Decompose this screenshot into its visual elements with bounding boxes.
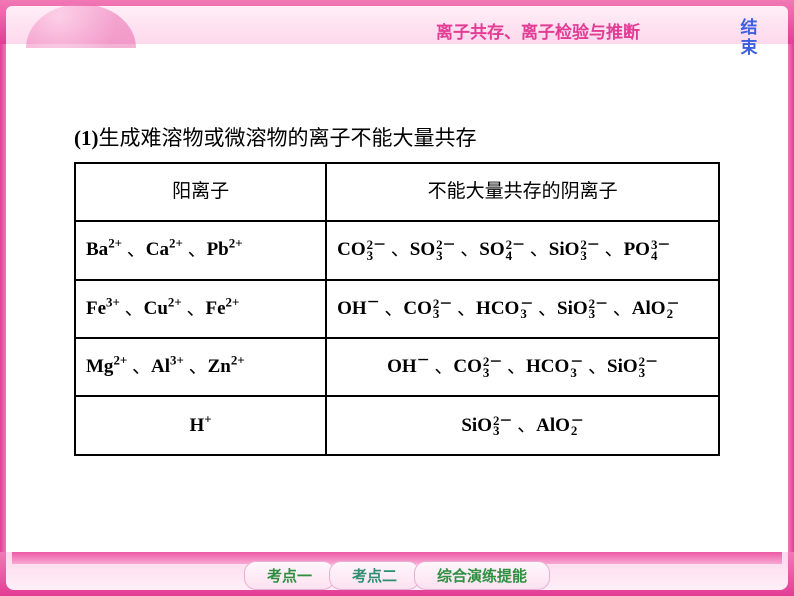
anion-cell: CO2－3 、SO2－3 、SO2－4 、SiO2－3 、PO3－4 (326, 221, 719, 279)
anion-cell: OH－ 、CO2－3 、HCO－3 、SiO2－3 、AlO－2 (326, 280, 719, 338)
ion-table: 阳离子 不能大量共存的阴离子 Ba2+ 、Ca2+ 、Pb2+CO2－3 、SO… (74, 162, 720, 456)
bottom-inner: 考点一考点二综合演练提能 (6, 552, 788, 590)
anion-cell: OH－ 、CO2－3 、HCO－3 、SiO2－3 (326, 338, 719, 396)
nav-tab[interactable]: 考点一 (244, 561, 335, 590)
cation-cell: Fe3+ 、Cu2+ 、Fe2+ (75, 280, 326, 338)
end-link[interactable]: 结束 (740, 18, 758, 58)
top-bar-inner: 离子共存、离子检验与推断 结束 (6, 6, 788, 44)
globe-decoration (26, 4, 136, 48)
section-heading: (1)生成难溶物或微溶物的离子不能大量共存 (74, 122, 720, 152)
content-area: (1)生成难溶物或微溶物的离子不能大量共存 阳离子 不能大量共存的阴离子 Ba2… (0, 44, 794, 456)
cation-cell: Mg2+ 、Al3+ 、Zn2+ (75, 338, 326, 396)
table-header-row: 阳离子 不能大量共存的阴离子 (75, 163, 719, 221)
anion-cell: SiO2－3 、AlO－2 (326, 396, 719, 454)
th-anion: 不能大量共存的阴离子 (326, 163, 719, 221)
th-cation: 阳离子 (75, 163, 326, 221)
section-number: (1) (74, 126, 99, 150)
nav-tab[interactable]: 综合演练提能 (414, 561, 550, 590)
table-row: Ba2+ 、Ca2+ 、Pb2+CO2－3 、SO2－3 、SO2－4 、SiO… (75, 221, 719, 279)
bottom-bar: 考点一考点二综合演练提能 (0, 552, 794, 596)
table-row: Mg2+ 、Al3+ 、Zn2+OH－ 、CO2－3 、HCO－3 、SiO2－… (75, 338, 719, 396)
top-bar: 离子共存、离子检验与推断 结束 (0, 0, 794, 44)
section-text: 生成难溶物或微溶物的离子不能大量共存 (99, 126, 477, 150)
right-edge (788, 44, 794, 552)
table-row: Fe3+ 、Cu2+ 、Fe2+OH－ 、CO2－3 、HCO－3 、SiO2－… (75, 280, 719, 338)
nav-tab[interactable]: 考点二 (329, 561, 420, 590)
page-title: 离子共存、离子检验与推断 (436, 18, 640, 43)
table-row: H+SiO2－3 、AlO－2 (75, 396, 719, 454)
cation-cell: Ba2+ 、Ca2+ 、Pb2+ (75, 221, 326, 279)
cation-cell: H+ (75, 396, 326, 454)
left-edge (0, 44, 6, 552)
